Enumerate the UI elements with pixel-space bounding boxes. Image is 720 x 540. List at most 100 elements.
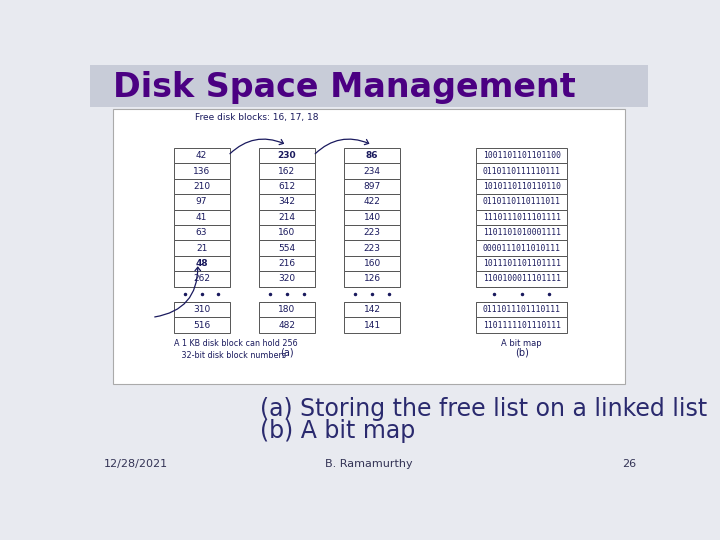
Text: 142: 142 (364, 305, 381, 314)
Bar (476, 148, 567, 164)
Text: 48: 48 (195, 259, 208, 268)
Bar (344, 271, 400, 287)
Text: 136: 136 (193, 166, 210, 176)
Text: 897: 897 (364, 182, 381, 191)
Bar (476, 210, 567, 225)
Bar (259, 225, 315, 240)
Text: 210: 210 (193, 182, 210, 191)
Bar (344, 225, 400, 240)
Bar (344, 240, 400, 256)
Bar (476, 302, 567, 318)
Bar (344, 148, 400, 164)
Text: 612: 612 (279, 182, 295, 191)
Text: 1011101101101111: 1011101101101111 (482, 259, 561, 268)
Text: 126: 126 (364, 274, 381, 284)
Text: 1100100011101111: 1100100011101111 (482, 274, 561, 284)
Bar (259, 210, 315, 225)
Text: 1101111101110111: 1101111101110111 (482, 321, 561, 329)
Text: 12/28/2021: 12/28/2021 (104, 459, 168, 469)
Text: 230: 230 (277, 151, 296, 160)
Bar (476, 164, 567, 179)
Text: 516: 516 (193, 321, 210, 329)
Bar (174, 210, 230, 225)
Bar (259, 194, 315, 210)
Bar (344, 179, 400, 194)
Text: 1010110110110110: 1010110110110110 (482, 182, 561, 191)
Bar (344, 318, 400, 333)
Text: 63: 63 (196, 228, 207, 237)
Bar (259, 302, 315, 318)
Text: 86: 86 (366, 151, 378, 160)
Bar (174, 271, 230, 287)
Bar (174, 194, 230, 210)
Text: 1001101101101100: 1001101101101100 (482, 151, 561, 160)
Text: 141: 141 (364, 321, 381, 329)
Text: B. Ramamurthy: B. Ramamurthy (325, 459, 413, 469)
Bar (174, 318, 230, 333)
Text: 0111011101110111: 0111011101110111 (482, 305, 561, 314)
Bar (476, 271, 567, 287)
Text: 223: 223 (364, 228, 381, 237)
Bar (476, 318, 567, 333)
Text: 422: 422 (364, 197, 381, 206)
Text: 342: 342 (279, 197, 295, 206)
Bar (344, 164, 400, 179)
Bar (476, 225, 567, 240)
Text: (b) A bit map: (b) A bit map (261, 419, 415, 443)
Bar (476, 256, 567, 271)
Text: 223: 223 (364, 244, 381, 253)
Text: A bit map: A bit map (501, 339, 542, 348)
Text: (a) Storing the free list on a linked list: (a) Storing the free list on a linked li… (261, 397, 708, 421)
Text: 41: 41 (196, 213, 207, 222)
Text: 482: 482 (279, 321, 295, 329)
Text: 216: 216 (279, 259, 295, 268)
Bar (174, 179, 230, 194)
Bar (259, 240, 315, 256)
Text: Free disk blocks: 16, 17, 18: Free disk blocks: 16, 17, 18 (195, 113, 318, 122)
Bar (113, 110, 625, 384)
Text: 42: 42 (196, 151, 207, 160)
Text: 0000111011010111: 0000111011010111 (482, 244, 561, 253)
Text: 310: 310 (193, 305, 210, 314)
Bar (174, 164, 230, 179)
Bar (259, 164, 315, 179)
Text: 0110110110111011: 0110110110111011 (482, 197, 561, 206)
Bar (259, 318, 315, 333)
Text: 554: 554 (279, 244, 295, 253)
Text: 214: 214 (279, 213, 295, 222)
Bar (344, 210, 400, 225)
Bar (174, 240, 230, 256)
Text: Disk Space Management: Disk Space Management (113, 71, 576, 104)
Text: 26: 26 (622, 459, 636, 469)
Bar (344, 256, 400, 271)
Text: 320: 320 (279, 274, 295, 284)
Bar (174, 256, 230, 271)
Text: 160: 160 (364, 259, 381, 268)
Text: 180: 180 (278, 305, 295, 314)
Text: A 1 KB disk block can hold 256
   32-bit disk block numbers: A 1 KB disk block can hold 256 32-bit di… (174, 339, 297, 360)
Bar (90, 65, 648, 107)
Text: 1101101010001111: 1101101010001111 (482, 228, 561, 237)
Text: 160: 160 (278, 228, 295, 237)
Bar (344, 302, 400, 318)
Bar (476, 240, 567, 256)
Bar (259, 256, 315, 271)
Bar (476, 179, 567, 194)
Text: 234: 234 (364, 166, 381, 176)
Text: 0110110111110111: 0110110111110111 (482, 166, 561, 176)
Text: 97: 97 (196, 197, 207, 206)
Text: 262: 262 (193, 274, 210, 284)
Bar (476, 194, 567, 210)
Bar (174, 302, 230, 318)
Bar (174, 148, 230, 164)
Bar (259, 148, 315, 164)
Text: 1110111011101111: 1110111011101111 (482, 213, 561, 222)
Text: 21: 21 (196, 244, 207, 253)
Bar (259, 179, 315, 194)
Text: (b): (b) (515, 348, 528, 358)
Text: 162: 162 (279, 166, 295, 176)
Text: (a): (a) (280, 348, 294, 358)
Bar (259, 271, 315, 287)
Bar (174, 225, 230, 240)
Bar (344, 194, 400, 210)
